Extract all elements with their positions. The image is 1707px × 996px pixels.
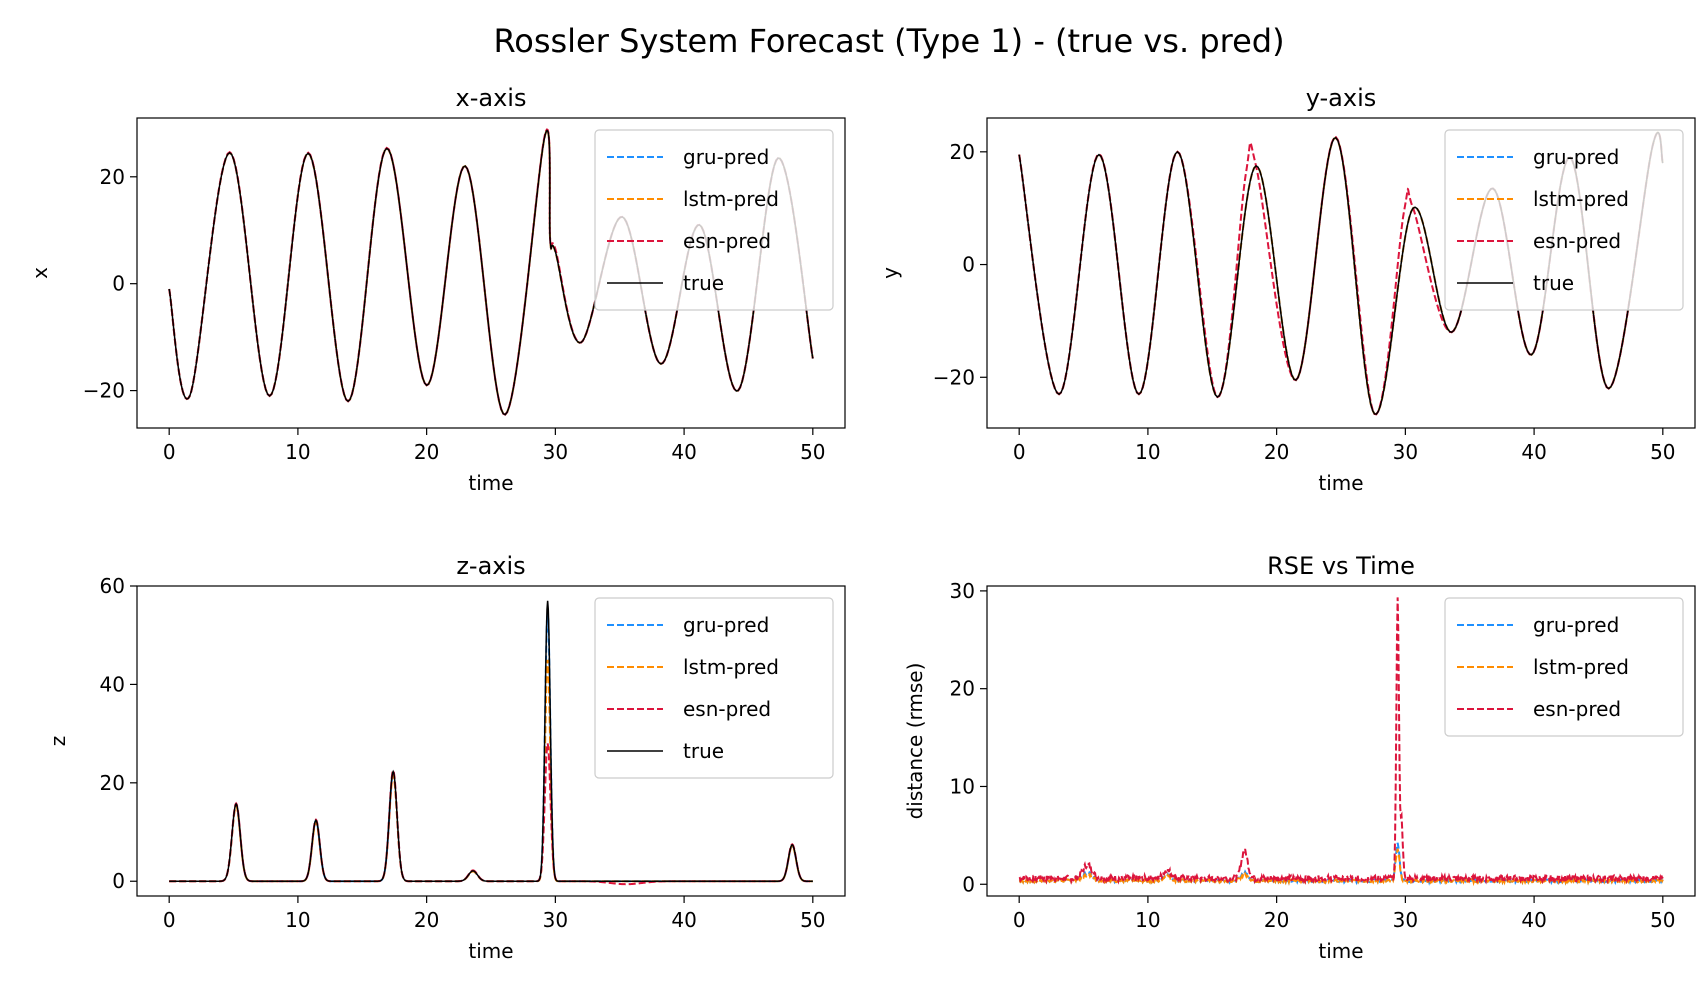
legend-label: esn-pred	[1533, 697, 1621, 721]
x-axis-label: time	[1318, 471, 1363, 495]
x-tick-label: 10	[1135, 440, 1160, 464]
subplot-y: 0 10 20 30 40 50 −20 0 20 y-axis time y gru-pred lstm…	[878, 84, 1696, 495]
x-axis-label: time	[468, 471, 513, 495]
legend-frame	[1444, 129, 1684, 311]
x-tick-label: 50	[1650, 908, 1675, 932]
legend-frame	[594, 597, 834, 779]
legend-x: gru-pred lstm-pred esn-pred true	[594, 129, 834, 311]
legend-label: esn-pred	[683, 697, 771, 721]
legend-label: lstm-pred	[683, 655, 779, 679]
y-tick-label: 40	[100, 672, 125, 696]
axes-root: 0 10 20 30 40 50 −20 0 20 x-axis time x gru-pred lstm…	[28, 84, 1696, 963]
series-line-esn-pred	[1018, 597, 1664, 886]
x-axis-label: time	[1318, 939, 1363, 963]
legend-label: gru-pred	[683, 613, 769, 637]
legend-label: gru-pred	[683, 145, 769, 169]
series-group-rse	[1018, 597, 1664, 887]
x-tick-label: 40	[1521, 440, 1546, 464]
figure-suptitle: Rossler System Forecast (Type 1) - (true…	[493, 22, 1284, 60]
y-tick-label: 60	[100, 574, 125, 598]
legend-label: gru-pred	[1533, 145, 1619, 169]
x-tick-label: 30	[1393, 908, 1418, 932]
x-tick-label: 0	[163, 440, 176, 464]
y-axis-label: x	[28, 267, 52, 279]
y-tick-label: 0	[962, 253, 975, 277]
x-tick-label: 10	[1135, 908, 1160, 932]
legend-frame	[594, 129, 834, 311]
series-line-true	[169, 600, 813, 882]
y-tick-label: 20	[100, 771, 125, 795]
x-tick-label: 50	[800, 440, 825, 464]
y-tick-label: −20	[933, 365, 975, 389]
legend-label: lstm-pred	[683, 187, 779, 211]
x-tick-label: 20	[414, 440, 439, 464]
x-tick-label: 10	[285, 440, 310, 464]
x-tick-label: 40	[1521, 908, 1546, 932]
legend-label: true	[683, 271, 724, 295]
axes-frame-y	[986, 117, 1696, 429]
x-tick-label: 50	[1650, 440, 1675, 464]
subplot-rse: 0 10 20 30 40 50 0 10 20 30 RSE vs Time time distanc…	[903, 552, 1696, 963]
subplot-title: z-axis	[456, 552, 525, 580]
legend-label: lstm-pred	[1533, 655, 1629, 679]
y-axis-label: y	[878, 267, 902, 279]
y-tick-label: 20	[100, 165, 125, 189]
legend-z: gru-pred lstm-pred esn-pred true	[594, 597, 834, 779]
legend-label: true	[683, 739, 724, 763]
subplot-x: 0 10 20 30 40 50 −20 0 20 x-axis time x gru-pred lstm…	[28, 84, 846, 495]
y-axis-label: distance (rmse)	[903, 663, 927, 820]
y-tick-label: 0	[112, 869, 125, 893]
legend-label: lstm-pred	[1533, 187, 1629, 211]
x-tick-label: 20	[1264, 908, 1289, 932]
x-tick-label: 0	[163, 908, 176, 932]
y-tick-label: 30	[950, 579, 975, 603]
x-tick-label: 0	[1013, 440, 1026, 464]
series-group-z	[169, 600, 813, 886]
x-tick-label: 20	[1264, 440, 1289, 464]
y-tick-label: 10	[950, 774, 975, 798]
y-tick-label: 0	[962, 872, 975, 896]
axes-frame-rse	[986, 585, 1696, 897]
legend-label: esn-pred	[683, 229, 771, 253]
axes-frame-x	[136, 117, 846, 429]
legend-frame	[1444, 597, 1684, 737]
subplot-z: 0 10 20 30 40 50 0 20 40 60 z-axis time z gru-pred lst…	[46, 552, 846, 963]
legend-label: gru-pred	[1533, 613, 1619, 637]
axes-frame-z	[136, 585, 846, 897]
legend-y: gru-pred lstm-pred esn-pred true	[1444, 129, 1684, 311]
subplot-title: x-axis	[456, 84, 527, 112]
y-tick-label: −20	[83, 379, 125, 403]
subplot-title: y-axis	[1306, 84, 1377, 112]
subplot-title: RSE vs Time	[1267, 552, 1415, 580]
y-tick-label: 20	[950, 140, 975, 164]
x-tick-label: 40	[671, 440, 696, 464]
x-axis-label: time	[468, 939, 513, 963]
legend-label: esn-pred	[1533, 229, 1621, 253]
legend-rse: gru-pred lstm-pred esn-pred	[1444, 597, 1684, 737]
x-tick-label: 30	[543, 908, 568, 932]
y-tick-label: 20	[950, 677, 975, 701]
y-tick-label: 0	[112, 272, 125, 296]
x-tick-label: 50	[800, 908, 825, 932]
y-axis-label: z	[46, 736, 70, 747]
x-tick-label: 0	[1013, 908, 1026, 932]
legend-label: true	[1533, 271, 1574, 295]
x-tick-label: 20	[414, 908, 439, 932]
x-tick-label: 30	[543, 440, 568, 464]
x-tick-label: 40	[671, 908, 696, 932]
x-tick-label: 30	[1393, 440, 1418, 464]
x-tick-label: 10	[285, 908, 310, 932]
